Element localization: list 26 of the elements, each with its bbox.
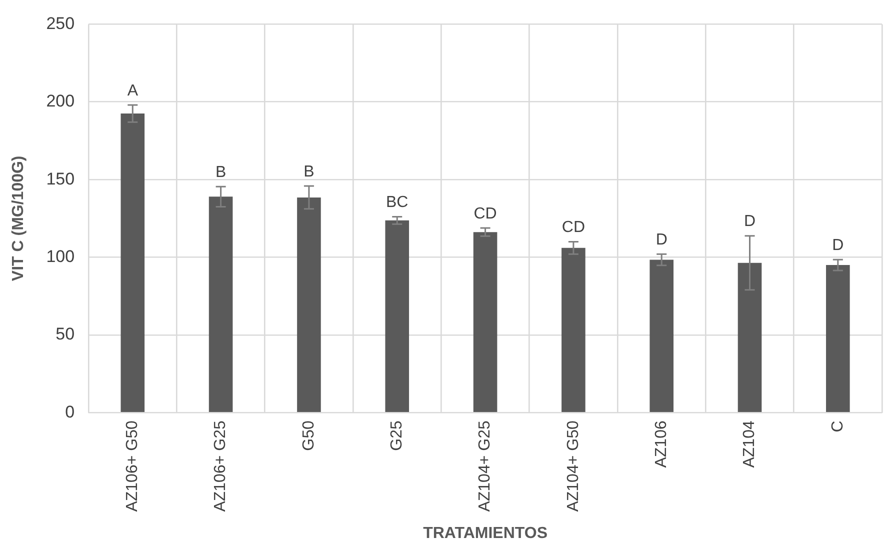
x-tick-label: AZ104 <box>741 420 758 468</box>
x-tick-label: AZ106 <box>653 420 670 468</box>
annotation: D <box>656 232 668 249</box>
x-tick-label: AZ104+ G25 <box>476 420 494 512</box>
y-tick-label: 200 <box>46 92 75 111</box>
annotation: CD <box>474 205 497 222</box>
x-tick-label: G50 <box>300 420 318 451</box>
y-tick-label: 0 <box>65 402 75 422</box>
annotation: CD <box>562 219 585 236</box>
y-tick-label: 250 <box>46 14 75 33</box>
annotation: D <box>744 213 756 230</box>
x-axis-title: TRATAMIENTOS <box>423 524 548 542</box>
x-tick-label: AZ106+ G50 <box>124 420 142 512</box>
y-tick-label: 150 <box>46 169 75 188</box>
annotation: B <box>304 163 314 180</box>
annotation: D <box>832 236 844 254</box>
y-axis-title: VIT C (MG/100G) <box>10 156 28 282</box>
annotation: B <box>215 164 226 181</box>
annotation: BC <box>386 194 408 212</box>
x-tick-label: AZ106+ G25 <box>212 420 230 512</box>
annotation: A <box>127 82 138 100</box>
x-tick-label: C <box>829 420 846 432</box>
y-tick-label: 100 <box>46 246 75 266</box>
y-tick-label: 50 <box>56 324 75 344</box>
x-tick-label: AZ104+ G50 <box>564 420 582 512</box>
x-tick-label: G25 <box>388 420 406 451</box>
